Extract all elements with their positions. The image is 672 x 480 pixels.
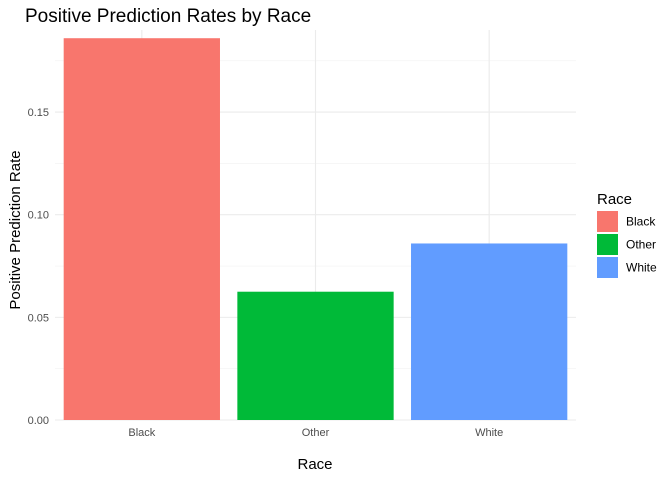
bar-other: [237, 291, 394, 420]
x-tick-label-black: Black: [128, 427, 155, 439]
x-axis-ticks: Black Other White: [128, 427, 503, 439]
legend-label-white: White: [626, 261, 657, 275]
bars: [63, 38, 568, 421]
legend-label-black: Black: [626, 215, 656, 229]
y-tick-label-2: 0.10: [28, 210, 49, 222]
y-tick-label-1: 0.05: [28, 312, 49, 324]
legend-key-other: [597, 234, 618, 255]
legend-label-other: Other: [626, 238, 656, 252]
y-axis-title: Positive Prediction Rate: [7, 150, 24, 309]
bar-black: [63, 38, 220, 421]
legend-key-white: [597, 257, 618, 278]
chart-title: Positive Prediction Rates by Race: [25, 6, 311, 27]
x-axis-title: Race: [297, 456, 332, 473]
bar-white: [411, 243, 568, 420]
legend: Race Black Other White: [597, 191, 657, 278]
y-tick-label-3: 0.15: [28, 107, 49, 119]
y-tick-label-0: 0.00: [28, 415, 49, 427]
legend-title: Race: [597, 191, 632, 208]
legend-key-black: [597, 211, 618, 232]
y-axis-ticks: 0.00 0.05 0.10 0.15: [28, 107, 49, 427]
x-tick-label-other: Other: [302, 427, 330, 439]
x-tick-label-white: White: [475, 427, 503, 439]
